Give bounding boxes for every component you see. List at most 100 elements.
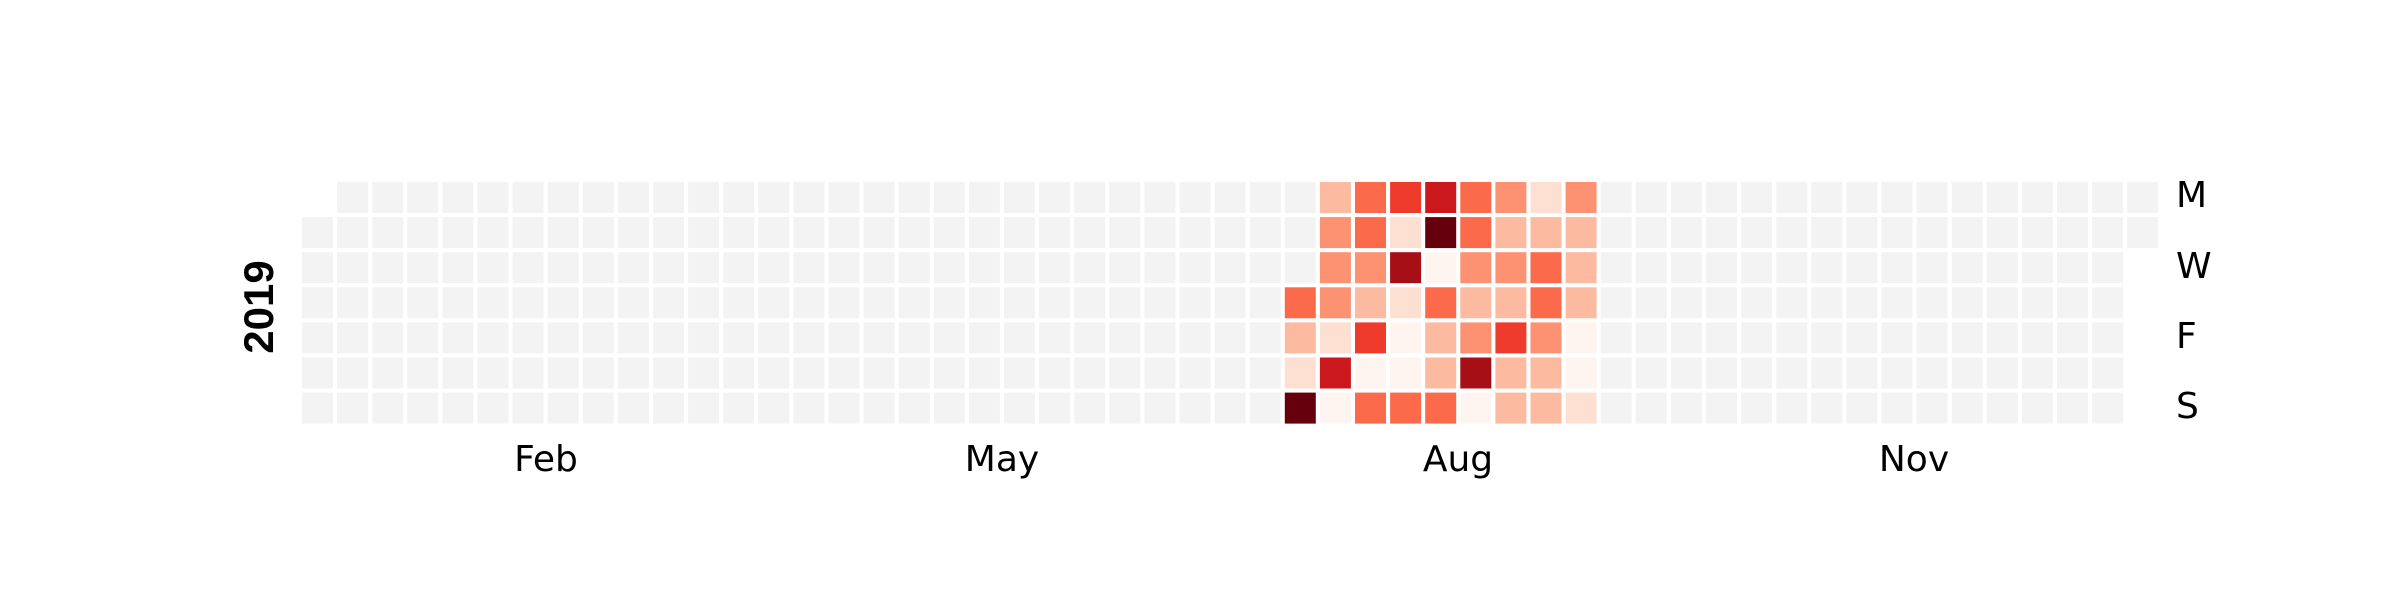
heatmap-cell [2057,182,2088,213]
heatmap-cell [1109,252,1141,284]
heatmap-cell [1811,357,1843,389]
heatmap-cell [968,217,1000,249]
heatmap-cell [1670,252,1702,284]
heatmap-cell [1144,182,1176,213]
heatmap-cell [1916,287,1948,319]
heatmap-cell [1706,287,1737,319]
heatmap-cell [617,392,649,424]
heatmap-cell [1495,392,1527,424]
heatmap-cell [1706,252,1737,284]
heatmap-cell [863,217,895,249]
heatmap-cell [758,182,790,213]
heatmap-cell [1355,182,1386,213]
year-label: 2019 [235,260,282,353]
heatmap-cell [337,357,369,389]
heatmap-cell [758,392,790,424]
heatmap-cell [337,322,369,354]
heatmap-cell [372,287,404,319]
heatmap-cell [793,357,825,389]
heatmap-cell [1495,357,1527,389]
heatmap-cell [898,357,930,389]
heatmap-cell [547,322,579,354]
heatmap-cell [1530,392,1562,424]
heatmap-cell [302,392,333,424]
month-label-nov: Nov [1879,439,1949,480]
heatmap-cell [758,287,790,319]
heatmap-cell [617,322,649,354]
heatmap-cell [968,287,1000,319]
heatmap-cell [617,357,649,389]
heatmap-cell [337,252,369,284]
heatmap-cell [547,287,579,319]
heatmap-cell [1986,287,2018,319]
heatmap-cell [2057,252,2088,284]
heatmap-cell [1670,182,1702,213]
heatmap-cell [1530,322,1562,354]
heatmap-cell [688,182,720,213]
heatmap-cell [407,287,439,319]
heatmap-cell [582,252,614,284]
heatmap-cell [688,252,720,284]
weekday-label-m: M [2176,175,2207,216]
heatmap-cell [1425,182,1457,213]
heatmap-cell [1284,182,1316,213]
heatmap-cell [793,252,825,284]
heatmap-cell [1074,217,1106,249]
heatmap-cell [863,182,895,213]
heatmap-cell [2021,182,2053,213]
weekday-label-f: F [2176,316,2197,357]
heatmap-cell [2127,217,2159,249]
heatmap-cell [1670,392,1702,424]
heatmap-cell [1144,252,1176,284]
heatmap-cell [1635,287,1667,319]
heatmap-cell [1530,217,1562,249]
heatmap-cell [758,217,790,249]
heatmap-cell [582,182,614,213]
heatmap-cell [1179,392,1211,424]
heatmap-cell [1565,182,1597,213]
heatmap-cell [1565,322,1597,354]
heatmap-cell [1741,357,1773,389]
heatmap-cell [793,217,825,249]
heatmap-cell [477,287,509,319]
heatmap-cell [1635,182,1667,213]
heatmap-cell [1004,217,1035,249]
heatmap-cell [1109,182,1141,213]
heatmap-cell [1179,357,1211,389]
heatmap-cell [1776,217,1808,249]
heatmap-cell [1109,392,1141,424]
month-label-feb: Feb [514,439,578,480]
heatmap-cell [1039,322,1071,354]
heatmap-cell [933,252,965,284]
heatmap-cell [1986,357,2018,389]
heatmap-cell [1355,392,1386,424]
heatmap-cell [1670,287,1702,319]
heatmap-cell [1460,217,1492,249]
heatmap-cell [863,392,895,424]
heatmap-cell [2092,392,2124,424]
heatmap-cell [1074,392,1106,424]
heatmap-cell [1846,357,1878,389]
heatmap-cell [793,392,825,424]
heatmap-cell [1144,287,1176,319]
heatmap-cell [1776,322,1808,354]
heatmap-cell [828,392,860,424]
heatmap-cell [688,322,720,354]
heatmap-cell [1284,322,1316,354]
heatmap-cell [1074,357,1106,389]
heatmap-cell [1074,322,1106,354]
heatmap-cell [653,182,684,213]
heatmap-cell [442,357,474,389]
heatmap-cell [1495,252,1527,284]
heatmap-cell [512,182,544,213]
heatmap-cell [1741,287,1773,319]
heatmap-cell [512,252,544,284]
heatmap-cell [1390,392,1422,424]
heatmap-cell [1741,182,1773,213]
heatmap-cell [1390,287,1422,319]
heatmap-cell [1214,287,1246,319]
heatmap-cell [477,252,509,284]
weekday-label-w: W [2176,246,2212,287]
heatmap-cell [1039,252,1071,284]
